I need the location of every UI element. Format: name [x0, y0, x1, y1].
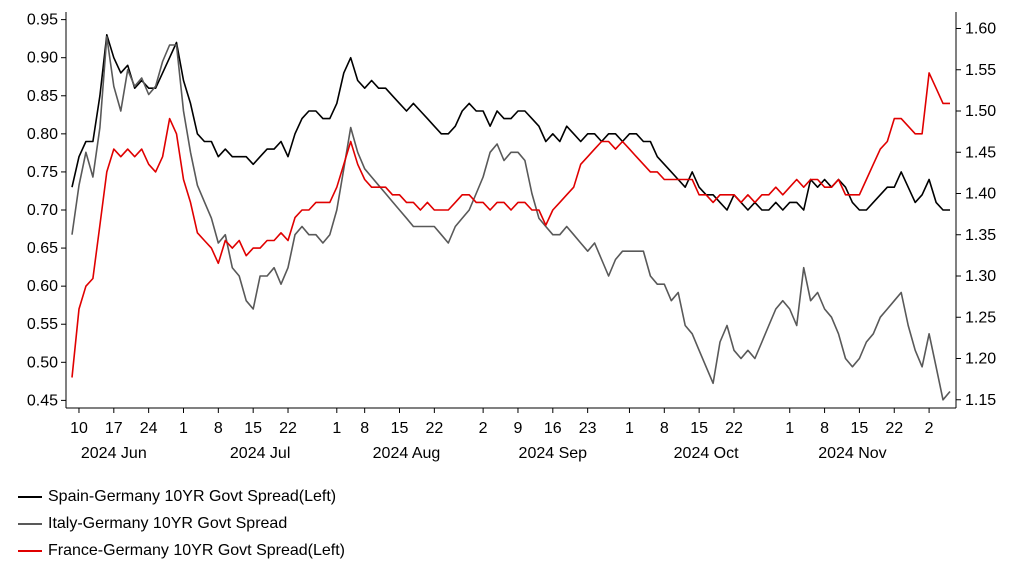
right-tick-label: 1.55 — [965, 62, 996, 79]
left-tick-label: 0.85 — [27, 88, 58, 105]
x-tick-label: 1 — [625, 420, 634, 437]
legend-swatch-italy — [18, 522, 42, 525]
x-tick-label: 16 — [544, 420, 562, 437]
legend-item-spain: Spain-Germany 10YR Govt Spread(Left) — [18, 483, 345, 510]
left-tick-label: 0.70 — [27, 202, 58, 219]
x-month-label: 2024 Jun — [81, 445, 147, 462]
x-month-label: 2024 Oct — [674, 445, 739, 462]
x-axis: 10 17 24 1 8 15 22 1 8 15 22 2 9 16 23 1 8 15 22 1 8 15 22 2202… — [70, 408, 934, 462]
x-month-label: 2024 Sep — [519, 445, 588, 462]
x-tick-label: 17 — [105, 420, 123, 437]
x-tick-label: 22 — [279, 420, 297, 437]
left-tick-label: 0.95 — [27, 12, 58, 29]
x-tick-label: 23 — [579, 420, 597, 437]
x-tick-label: 1 — [179, 420, 188, 437]
x-tick-label: 15 — [391, 420, 409, 437]
x-tick-label: 8 — [360, 420, 369, 437]
left-axis: 0.45 0.50 0.55 0.60 0.65 0.70 0.75 0.80 0.85 0.90… — [27, 12, 66, 409]
left-tick-label: 0.65 — [27, 240, 58, 257]
x-tick-label: 1 — [785, 420, 794, 437]
right-axis: 1.15 1.20 1.25 1.30 1.35 1.40 1.45 1.50 1.55 1.60 — [956, 21, 996, 409]
x-tick-label: 1 — [332, 420, 341, 437]
left-tick-label: 0.60 — [27, 278, 58, 295]
x-tick-label: 15 — [244, 420, 262, 437]
legend-item-italy: Italy-Germany 10YR Govt Spread — [18, 510, 345, 537]
right-tick-label: 1.20 — [965, 351, 996, 368]
right-tick-label: 1.50 — [965, 103, 996, 120]
x-tick-label: 2 — [925, 420, 934, 437]
x-tick-label: 10 — [70, 420, 88, 437]
left-tick-label: 0.50 — [27, 354, 58, 371]
right-tick-label: 1.35 — [965, 227, 996, 244]
left-tick-label: 0.75 — [27, 164, 58, 181]
x-tick-label: 8 — [820, 420, 829, 437]
x-tick-label: 2 — [479, 420, 488, 437]
legend-label-france: France-Germany 10YR Govt Spread(Left) — [48, 541, 346, 559]
x-month-label: 2024 Nov — [818, 445, 887, 462]
right-tick-label: 1.45 — [965, 144, 996, 161]
x-month-label: 2024 Jul — [230, 445, 291, 462]
series-layer — [71, 33, 951, 401]
legend-label-spain: Spain-Germany 10YR Govt Spread(Left) — [48, 487, 337, 505]
x-tick-label: 22 — [725, 420, 743, 437]
legend-label-italy: Italy-Germany 10YR Govt Spread — [48, 514, 288, 532]
x-tick-label: 15 — [690, 420, 708, 437]
right-tick-label: 1.25 — [965, 309, 996, 326]
right-tick-label: 1.15 — [965, 392, 996, 409]
france-germany-line — [71, 72, 950, 378]
legend: Spain-Germany 10YR Govt Spread(Left) Ita… — [18, 483, 345, 564]
x-tick-label: 8 — [214, 420, 223, 437]
legend-swatch-spain — [18, 495, 42, 498]
italy-germany-line — [71, 35, 951, 401]
x-tick-label: 24 — [140, 420, 158, 437]
x-tick-label: 9 — [514, 420, 523, 437]
x-month-label: 2024 Aug — [373, 445, 441, 462]
spain-germany-line — [71, 33, 950, 211]
x-tick-label: 15 — [851, 420, 869, 437]
x-tick-label: 22 — [885, 420, 903, 437]
legend-item-france: France-Germany 10YR Govt Spread(Left) — [18, 537, 345, 564]
x-tick-label: 8 — [660, 420, 669, 437]
legend-swatch-france — [18, 549, 42, 552]
left-tick-label: 0.90 — [27, 50, 58, 67]
left-tick-label: 0.80 — [27, 126, 58, 143]
left-tick-label: 0.55 — [27, 316, 58, 333]
chart-canvas: 0.45 0.50 0.55 0.60 0.65 0.70 0.75 0.80 0.85 0.90… — [27, 12, 996, 462]
right-tick-label: 1.30 — [965, 268, 996, 285]
right-tick-label: 1.60 — [965, 21, 996, 38]
right-tick-label: 1.40 — [965, 186, 996, 203]
x-tick-label: 22 — [425, 420, 443, 437]
left-tick-label: 0.45 — [27, 392, 58, 409]
